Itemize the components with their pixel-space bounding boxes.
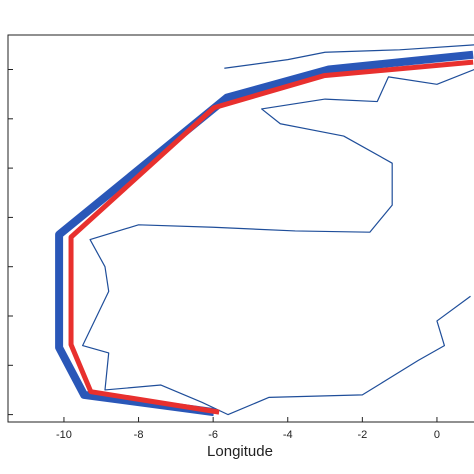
plot-frame (7, 34, 474, 423)
x-tick-label: -2 (357, 429, 367, 441)
x-axis-label: Longitude (207, 443, 273, 460)
plot-area (55, 44, 474, 417)
series-line (55, 50, 474, 417)
series-line (68, 59, 474, 415)
x-tick-label: -10 (56, 429, 72, 441)
x-tick-label: 0 (434, 429, 440, 441)
series-line (82, 68, 474, 416)
x-tick-label: -4 (283, 429, 293, 441)
x-tick-label: -8 (134, 429, 144, 441)
x-tick-label: -6 (208, 429, 218, 441)
series-line (224, 44, 474, 69)
